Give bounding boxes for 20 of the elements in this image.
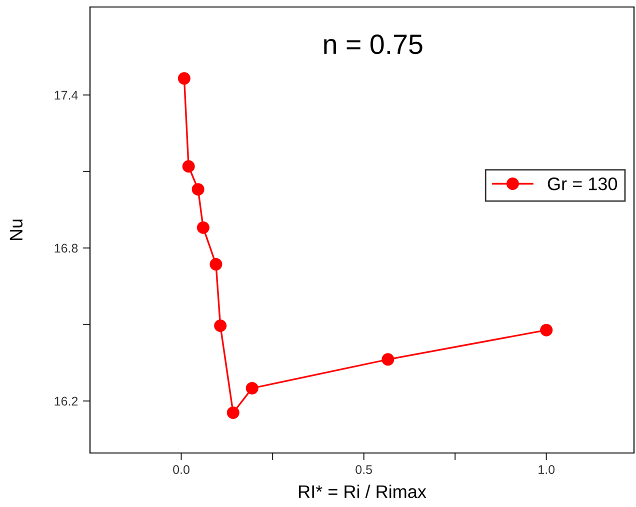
point [214,320,227,332]
point [246,382,258,394]
y-axis-title: Nu [10,220,23,240]
point [540,324,553,336]
point [196,221,210,234]
y-tick-label: 17.4 [54,90,78,100]
point [382,353,394,366]
x-tick-label: 1.0 [538,465,555,474]
x-axis-title: RI* = Ri / Rimax [299,484,426,498]
point [226,406,240,419]
point [210,258,222,271]
x-tick-label: 0.0 [173,465,190,474]
point [192,183,204,196]
point [182,160,195,173]
point [178,72,190,85]
y-tick-label: 16.2 [54,396,78,406]
x-tick-label: 0.5 [356,465,372,474]
y-tick-label: 16.8 [54,244,78,253]
legend-label: Gr = 130 [548,177,618,190]
text: n = 0.75 [324,34,422,54]
